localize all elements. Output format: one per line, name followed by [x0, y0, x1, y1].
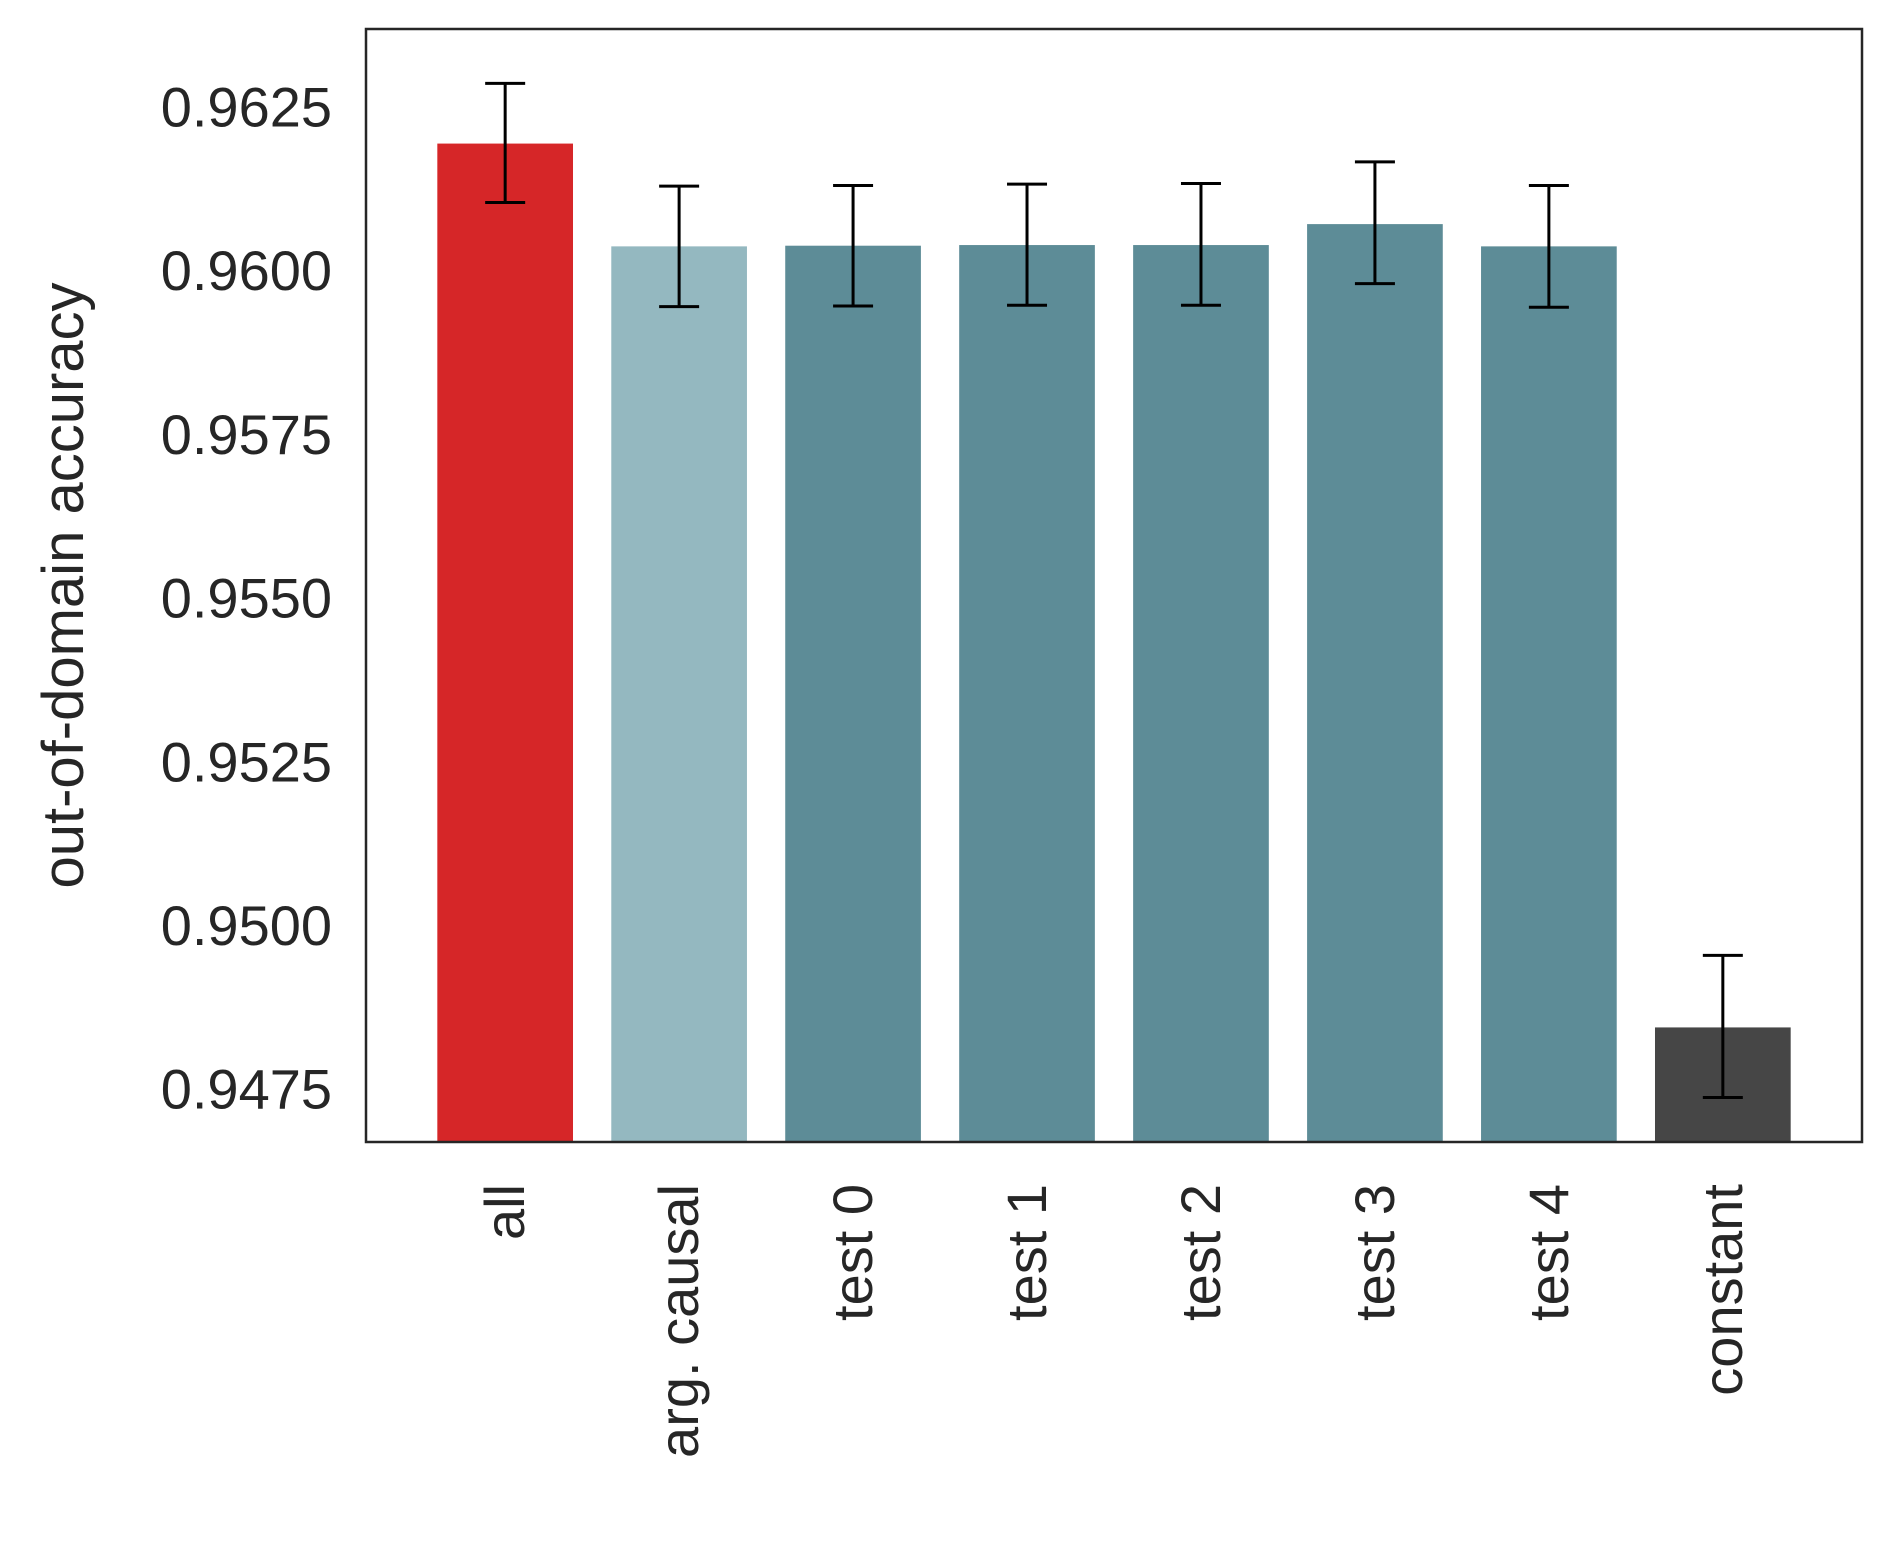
plot-frame	[364, 27, 1864, 1144]
x-tick-label: test 0	[821, 1184, 884, 1321]
bar-test-4	[1481, 246, 1617, 1142]
x-tick-label: test 3	[1343, 1184, 1406, 1321]
x-axis-ticks: all arg. causal test 0 test 1 test 2 test 3 te…	[473, 1184, 1754, 1458]
error-bar-constant	[1702, 953, 1743, 1099]
y-tick-label: 0.9625	[161, 76, 332, 139]
error-bar-all	[485, 81, 526, 204]
y-tick-label: 0.9600	[161, 239, 332, 302]
error-bar-test-2	[1180, 182, 1221, 307]
bar-all	[437, 143, 574, 1142]
error-bar-test-4	[1528, 183, 1569, 309]
error-bar-test-1	[1007, 182, 1048, 307]
bar-test-2	[1133, 245, 1269, 1142]
error-bar-test-0	[833, 183, 874, 308]
x-tick-label: constant	[1691, 1184, 1754, 1396]
x-tick-label: test 4	[1517, 1184, 1580, 1321]
error-bars-layer	[485, 81, 1743, 1099]
y-tick-label: 0.9500	[161, 894, 332, 957]
error-bar-arg-causal	[659, 184, 700, 309]
y-tick-label: 0.9475	[161, 1058, 332, 1121]
x-tick-label: arg. causal	[647, 1184, 710, 1458]
x-tick-label: test 1	[995, 1184, 1058, 1321]
bar-test-0	[785, 245, 921, 1142]
bar-arg-causal	[611, 246, 747, 1142]
y-tick-label: 0.9525	[161, 730, 332, 793]
bar-test-3	[1307, 224, 1443, 1142]
bars-layer	[437, 143, 1791, 1142]
x-tick-label: all	[473, 1184, 536, 1240]
y-tick-label: 0.9550	[161, 567, 332, 630]
error-bar-test-3	[1354, 160, 1395, 286]
y-axis-label: out-of-domain accuracy	[31, 282, 96, 888]
y-tick-label: 0.9575	[161, 403, 332, 466]
x-tick-label: test 2	[1169, 1184, 1232, 1321]
bar-test-1	[959, 245, 1095, 1142]
y-axis-ticks: 0.9475 0.9500 0.9525 0.9550 0.9575 0.9600 0.96…	[161, 76, 332, 1121]
